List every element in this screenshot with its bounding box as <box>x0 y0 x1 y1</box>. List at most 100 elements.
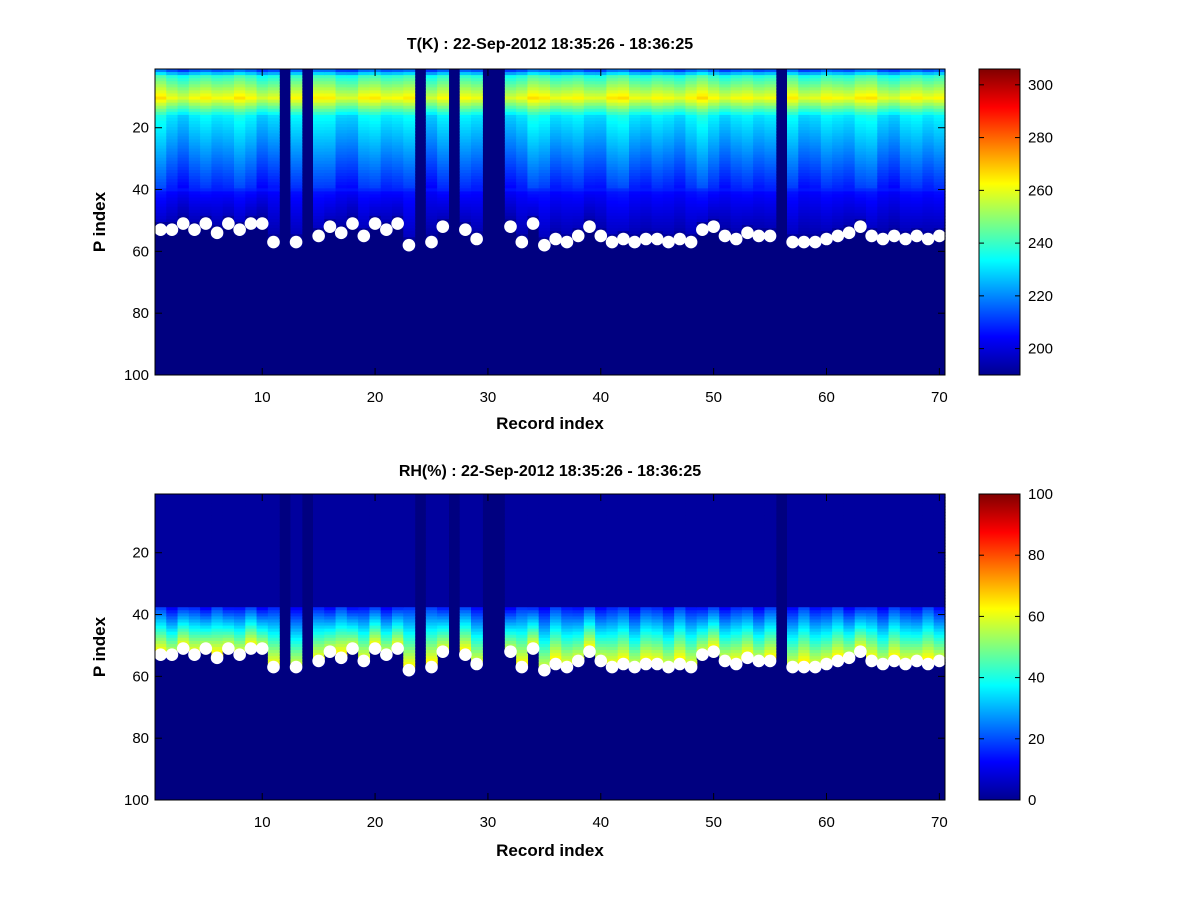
heatmap-cell <box>222 594 235 599</box>
heatmap-cell <box>572 151 585 156</box>
heatmap-cell <box>843 154 856 159</box>
heatmap-cell <box>211 157 224 162</box>
heatmap-cell <box>425 524 438 529</box>
heatmap-cell <box>832 127 845 131</box>
heatmap-cell <box>256 631 269 636</box>
heatmap-column <box>403 494 416 676</box>
heatmap-cell <box>595 191 608 196</box>
heatmap-cell <box>211 607 224 611</box>
heatmap-cell <box>177 200 190 205</box>
heatmap-cell <box>820 191 833 196</box>
heatmap-cell <box>708 114 720 119</box>
heatmap-cell <box>922 154 935 159</box>
heatmap-cell <box>358 133 371 137</box>
heatmap-cell <box>290 552 303 556</box>
heatmap-cell <box>188 78 201 82</box>
heatmap-cell <box>674 194 687 199</box>
heatmap-cell <box>820 194 833 199</box>
heatmap-cell <box>741 84 754 88</box>
heatmap-cell <box>854 197 867 202</box>
heatmap-cell <box>211 527 224 532</box>
heatmap-cell <box>629 72 641 76</box>
heatmap-cell <box>211 594 224 599</box>
heatmap-cell <box>708 142 720 147</box>
heatmap-cell <box>290 191 303 196</box>
heatmap-cell <box>550 212 562 217</box>
heatmap-cell <box>200 209 213 214</box>
heatmap-cell <box>335 527 348 532</box>
heatmap-cell <box>741 121 754 125</box>
heatmap-cell <box>369 558 382 562</box>
heatmap-cell <box>313 594 325 599</box>
heatmap-cell <box>425 148 438 153</box>
heatmap-cell <box>234 518 246 523</box>
heatmap-cell <box>335 182 348 186</box>
heatmap-cell <box>832 148 845 153</box>
heatmap-column <box>324 69 337 232</box>
heatmap-cell <box>290 549 303 553</box>
heatmap-cell <box>245 133 258 137</box>
heatmap-cell <box>629 145 641 150</box>
heatmap-cell <box>211 121 224 125</box>
heatmap-cell <box>425 90 438 95</box>
heatmap-cell <box>437 512 450 517</box>
heatmap-cell <box>877 69 890 73</box>
heatmap-cell <box>787 176 799 180</box>
heatmap-cell <box>922 182 935 186</box>
heatmap-cell <box>211 598 224 602</box>
heatmap-cell <box>516 90 529 95</box>
heatmap-cell <box>877 191 890 196</box>
heatmap-column <box>403 69 416 251</box>
heatmap-cell <box>504 179 517 183</box>
heatmap-cell <box>324 78 337 82</box>
heatmap-cell <box>392 185 404 189</box>
heatmap-cell <box>166 622 179 627</box>
colorbar-tick-label: 300 <box>1028 77 1053 94</box>
heatmap-cell <box>177 515 190 520</box>
heatmap-cell <box>437 567 450 572</box>
heatmap-cell <box>651 169 664 174</box>
heatmap-cell <box>899 228 912 232</box>
heatmap-cell <box>346 169 359 174</box>
heatmap-cell <box>324 552 337 556</box>
heatmap-cell <box>313 148 325 153</box>
heatmap-cell <box>854 200 867 205</box>
heatmap-cell <box>166 111 179 116</box>
heatmap-cell <box>166 142 179 147</box>
heatmap-cell <box>267 530 280 535</box>
heatmap-cell <box>809 108 822 113</box>
heatmap-cell <box>899 81 912 85</box>
heatmap-cell <box>188 203 201 208</box>
heatmap-cell <box>267 136 280 140</box>
heatmap-cell <box>392 111 404 116</box>
heatmap-cell <box>267 533 280 538</box>
heatmap-cell <box>177 121 190 125</box>
heatmap-cell <box>358 579 371 584</box>
heatmap-cell <box>335 500 348 504</box>
heatmap-cell <box>392 555 404 559</box>
heatmap-cell <box>403 139 416 144</box>
heatmap-cell <box>245 200 258 205</box>
heatmap-cell <box>392 576 404 581</box>
heatmap-cell <box>256 500 269 504</box>
heatmap-cell <box>922 102 935 107</box>
heatmap-cell <box>753 87 766 92</box>
heatmap-cell <box>583 185 596 189</box>
heatmap-cell <box>358 185 371 189</box>
heatmap-cell <box>211 567 224 572</box>
heatmap-cell <box>155 503 167 507</box>
heatmap-cell <box>380 173 393 177</box>
heatmap-cell <box>572 133 585 137</box>
heatmap-cell <box>459 105 472 110</box>
heatmap-cell <box>820 99 833 104</box>
heatmap-cell <box>403 634 416 639</box>
heatmap-cell <box>425 228 438 232</box>
heatmap-cell <box>832 194 845 199</box>
heatmap-cell <box>380 215 393 220</box>
heatmap-cell <box>245 87 258 92</box>
heatmap-cell <box>324 616 337 621</box>
heatmap-cell <box>380 108 393 113</box>
heatmap-cell <box>459 527 472 532</box>
heatmap-cell <box>629 148 641 153</box>
heatmap-cell <box>606 84 619 88</box>
